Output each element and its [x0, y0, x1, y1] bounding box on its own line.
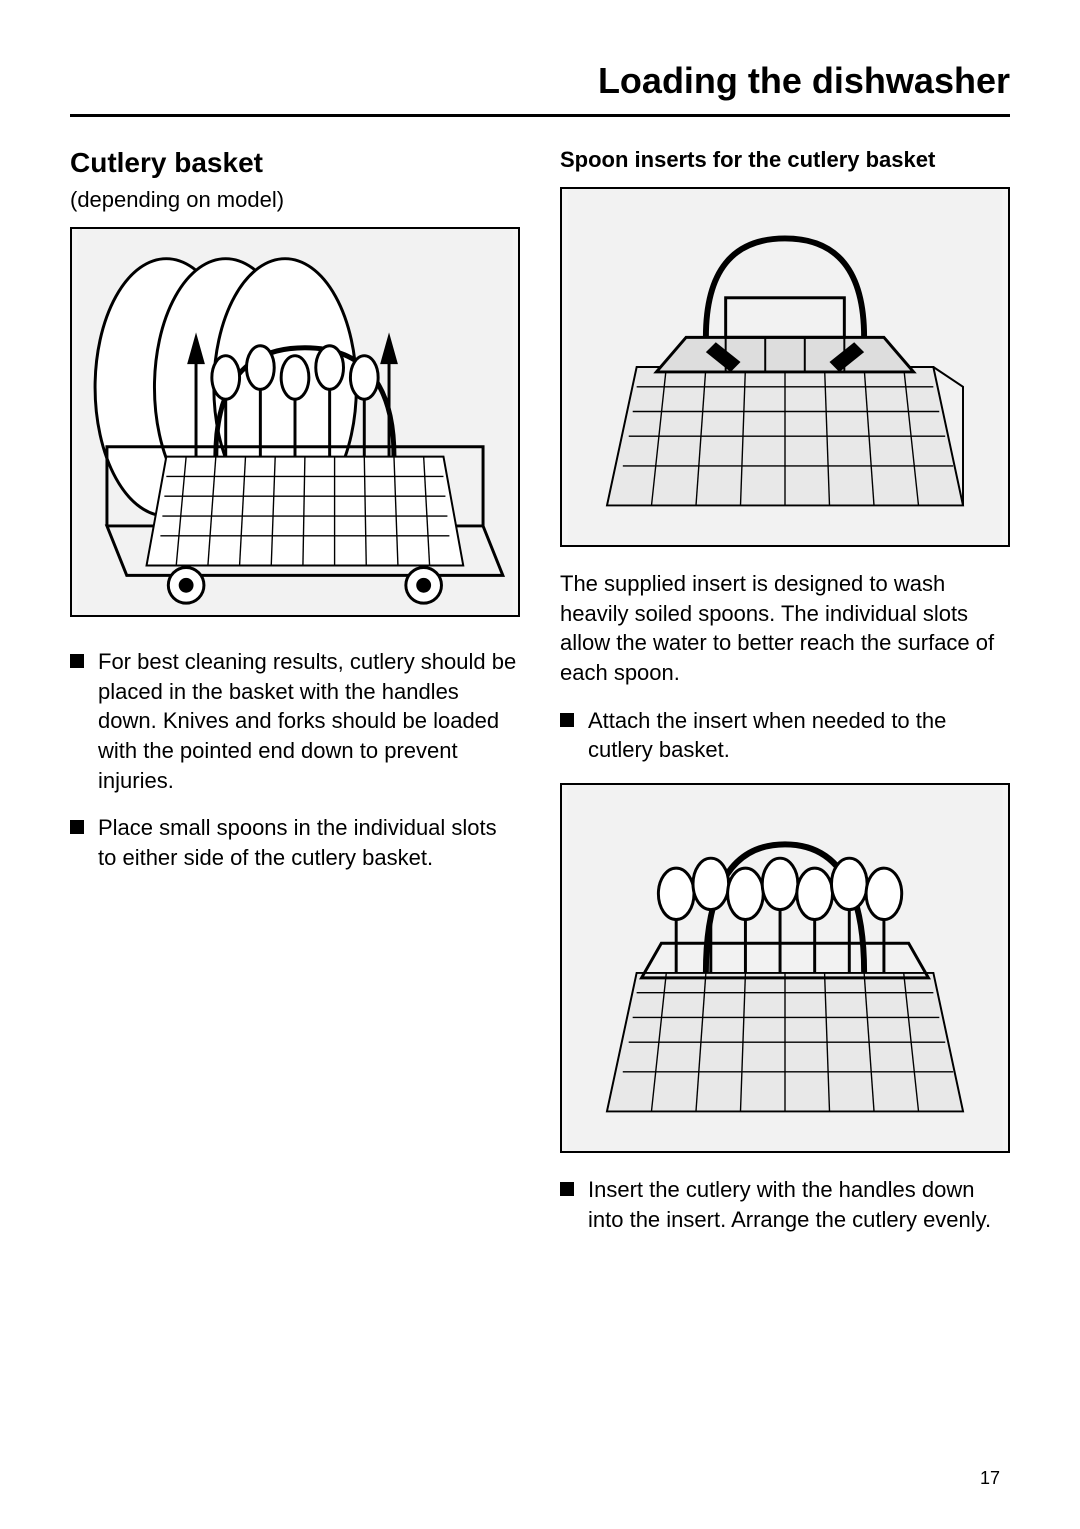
model-note: (depending on model) [70, 187, 520, 213]
spoon-insert-empty-illustration-icon [562, 189, 1008, 545]
list-item: For best cleaning results, cutlery shoul… [70, 647, 520, 795]
figure-spoon-insert-filled [560, 783, 1010, 1153]
insert-cutlery-list: Insert the cutlery with the handles down… [560, 1175, 1010, 1234]
page-title: Loading the dishwasher [70, 60, 1010, 114]
title-rule [70, 114, 1010, 117]
attach-insert-list: Attach the insert when needed to the cut… [560, 706, 1010, 765]
cutlery-basket-heading: Cutlery basket [70, 147, 520, 179]
spoon-insert-description: The supplied insert is designed to wash … [560, 569, 1010, 688]
list-item: Attach the insert when needed to the cut… [560, 706, 1010, 765]
left-column: Cutlery basket (depending on model) [70, 147, 520, 1253]
two-column-layout: Cutlery basket (depending on model) [70, 147, 1010, 1253]
manual-page: Loading the dishwasher Cutlery basket (d… [0, 0, 1080, 1529]
figure-cutlery-basket [70, 227, 520, 617]
list-item: Place small spoons in the individual slo… [70, 813, 520, 872]
figure-spoon-insert-empty [560, 187, 1010, 547]
cutlery-instructions-list: For best cleaning results, cutlery shoul… [70, 647, 520, 873]
list-item: Insert the cutlery with the handles down… [560, 1175, 1010, 1234]
cutlery-basket-illustration-icon [72, 229, 518, 615]
spoon-inserts-heading: Spoon inserts for the cutlery basket [560, 147, 1010, 173]
right-column: Spoon inserts for the cutlery basket [560, 147, 1010, 1253]
spoon-insert-filled-illustration-icon [562, 785, 1008, 1151]
page-number: 17 [980, 1468, 1000, 1489]
